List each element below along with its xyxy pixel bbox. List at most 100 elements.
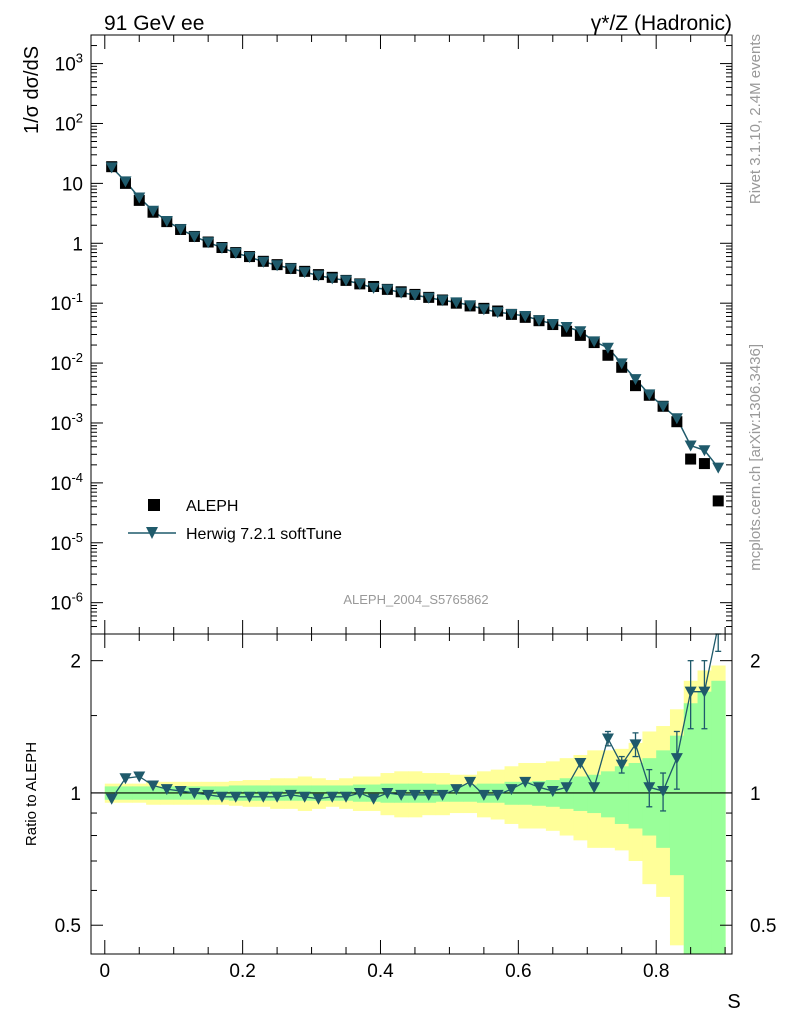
ratio-point xyxy=(229,791,242,803)
main-y-tick-label: 10-1 xyxy=(50,290,83,315)
ratio-point xyxy=(160,784,173,796)
herwig-point xyxy=(491,307,504,319)
main-y-tick-label: 102 xyxy=(55,110,83,135)
ratio-point xyxy=(505,784,518,796)
ratio-y-tick-label-right: 1 xyxy=(750,784,761,805)
ratio-point xyxy=(670,753,683,765)
main-y-axis-label: 1/σ dσ/dS xyxy=(21,46,43,134)
ratio-point xyxy=(353,787,366,799)
herwig-point xyxy=(215,242,228,254)
herwig-point xyxy=(657,401,670,413)
ratio-point xyxy=(422,789,435,801)
ratio-point xyxy=(574,757,587,769)
ratio-band-inner xyxy=(628,762,643,829)
ratio-band-inner xyxy=(573,776,588,811)
herwig-point xyxy=(147,205,160,217)
herwig-point xyxy=(505,308,518,320)
herwig-point xyxy=(298,267,311,279)
main-frame xyxy=(90,34,733,635)
herwig-point xyxy=(119,176,132,188)
ratio-y-tick-label-right: 0.5 xyxy=(750,916,776,937)
herwig-point xyxy=(601,342,614,354)
aleph-point xyxy=(712,495,724,507)
ratio-point xyxy=(657,786,670,798)
header-left: 91 GeV ee xyxy=(104,12,204,35)
herwig-point xyxy=(629,374,642,386)
ratio-point xyxy=(615,759,628,771)
ratio-point xyxy=(312,793,325,805)
herwig-point xyxy=(381,284,394,296)
x-tick-label: 0.2 xyxy=(229,961,255,982)
herwig-point xyxy=(422,292,435,304)
ratio-point xyxy=(395,789,408,801)
aleph-point xyxy=(698,458,710,470)
herwig-point xyxy=(450,297,463,309)
herwig-point xyxy=(560,322,573,334)
x-axis-label: S xyxy=(727,991,740,1013)
ratio-plot-area xyxy=(105,633,722,812)
herwig-line xyxy=(111,166,719,469)
ratio-frame xyxy=(90,633,733,955)
herwig-point xyxy=(202,237,215,249)
ratio-y-tick-label: 2 xyxy=(70,652,81,673)
ratio-point xyxy=(477,789,490,801)
ratio-point xyxy=(601,733,614,745)
main-plot-area xyxy=(105,161,725,507)
herwig-point xyxy=(188,231,201,243)
herwig-point xyxy=(312,270,325,282)
herwig-point xyxy=(105,162,118,174)
ratio-point xyxy=(588,782,601,794)
herwig-point xyxy=(477,304,490,316)
legend-herwig-marker xyxy=(146,527,158,539)
x-tick-label: 0 xyxy=(99,961,110,982)
ratio-point xyxy=(450,784,463,796)
x-tick-label: 0.8 xyxy=(643,961,669,982)
ratio-band-inner xyxy=(601,771,616,818)
herwig-point xyxy=(353,278,366,290)
main-y-tick-label: 10-3 xyxy=(50,410,83,435)
ratio-point xyxy=(436,789,449,801)
ratio-y-tick-label-right: 2 xyxy=(750,652,761,673)
ratio-point xyxy=(698,686,711,698)
ratio-band-inner xyxy=(614,766,630,824)
main-y-tick-label: 10-4 xyxy=(50,470,83,495)
herwig-point xyxy=(615,358,628,370)
ratio-point xyxy=(257,791,270,803)
herwig-point xyxy=(326,273,339,285)
ratio-point xyxy=(533,782,546,794)
herwig-point xyxy=(367,282,380,294)
ratio-point xyxy=(298,791,311,803)
legend-herwig-label: Herwig 7.2.1 softTune xyxy=(186,526,342,543)
herwig-point xyxy=(712,462,725,474)
herwig-point xyxy=(574,326,587,338)
herwig-point xyxy=(133,192,146,204)
main-y-tick-label: 10-5 xyxy=(50,530,83,555)
ratio-point xyxy=(408,789,421,801)
ratio-point xyxy=(215,791,228,803)
main-y-tick-label: 1 xyxy=(72,234,83,255)
mcplots-side-label: mcplots.cern.ch [arXiv:1306.3436] xyxy=(747,344,764,571)
ratio-point xyxy=(271,791,284,803)
main-y-tick-label: 10-6 xyxy=(50,590,83,615)
herwig-point xyxy=(464,300,477,312)
herwig-point xyxy=(257,256,270,268)
legend-aleph-marker xyxy=(148,499,160,511)
herwig-point xyxy=(271,260,284,272)
herwig-point xyxy=(588,336,601,348)
x-tick-label: 0.4 xyxy=(367,961,394,982)
aleph-point xyxy=(602,349,614,361)
herwig-point xyxy=(533,315,546,327)
herwig-point xyxy=(670,413,683,425)
herwig-point xyxy=(160,216,173,228)
ratio-band-inner xyxy=(587,774,602,814)
ratio-point xyxy=(491,789,504,801)
herwig-point xyxy=(340,275,353,287)
rivet-side-label: Rivet 3.1.10, 2.4M events xyxy=(747,34,764,204)
herwig-point xyxy=(229,247,242,259)
ratio-point xyxy=(560,782,573,794)
ratio-point xyxy=(629,739,642,751)
herwig-point xyxy=(698,445,711,457)
herwig-point xyxy=(519,311,532,323)
ratio-band-inner xyxy=(711,680,726,954)
